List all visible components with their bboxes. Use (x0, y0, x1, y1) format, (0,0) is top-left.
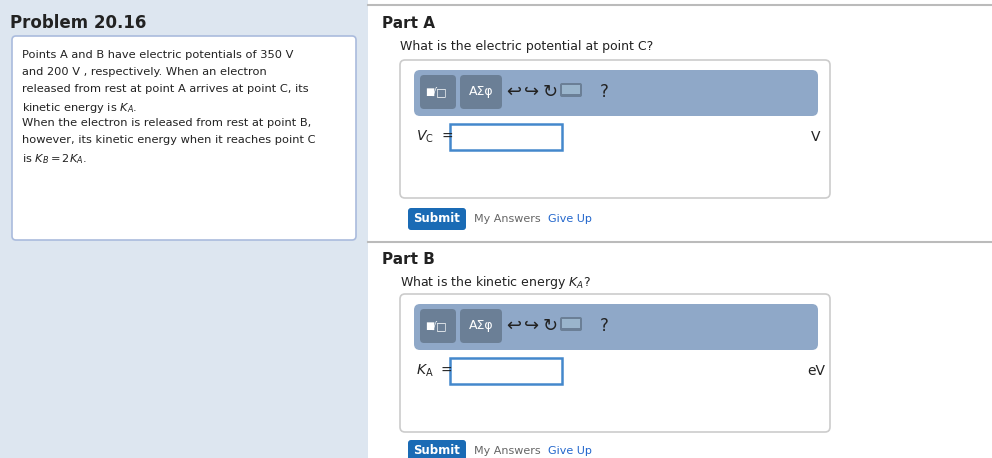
Text: $V_\mathrm{C}$  =: $V_\mathrm{C}$ = (416, 129, 453, 145)
Text: ↩: ↩ (507, 317, 522, 335)
Bar (562, 319, 580, 328)
Text: ↻: ↻ (543, 83, 558, 101)
FancyBboxPatch shape (414, 304, 818, 350)
Text: released from rest at point A arrives at point C, its: released from rest at point A arrives at… (22, 84, 309, 94)
Text: Points A and B have electric potentials of 350 V: Points A and B have electric potentials … (22, 50, 294, 60)
Text: √□: √□ (430, 87, 446, 98)
Text: ↻: ↻ (543, 317, 558, 335)
Text: and 200 V , respectively. When an electron: and 200 V , respectively. When an electr… (22, 67, 267, 77)
Bar (562, 85, 580, 94)
Text: Part A: Part A (382, 16, 435, 31)
Text: Problem 20.16: Problem 20.16 (10, 14, 147, 32)
FancyBboxPatch shape (420, 75, 456, 109)
Text: eV: eV (807, 364, 825, 378)
Text: is $K_B = 2K_A$.: is $K_B = 2K_A$. (22, 152, 86, 166)
Text: ↪: ↪ (525, 83, 540, 101)
FancyBboxPatch shape (460, 309, 502, 343)
Text: My Answers: My Answers (474, 214, 541, 224)
FancyBboxPatch shape (408, 208, 466, 230)
Bar (0, 0, 368, 458)
Text: ■: ■ (426, 321, 434, 331)
Text: AΣφ: AΣφ (468, 320, 493, 333)
Text: kinetic energy is $K_A$.: kinetic energy is $K_A$. (22, 101, 137, 115)
FancyBboxPatch shape (400, 294, 830, 432)
Text: ↩: ↩ (507, 83, 522, 101)
Text: √□: √□ (430, 321, 446, 332)
FancyBboxPatch shape (400, 60, 830, 198)
Bar (450, 124, 562, 150)
FancyBboxPatch shape (460, 75, 502, 109)
Text: however, its kinetic energy when it reaches point C: however, its kinetic energy when it reac… (22, 135, 315, 145)
Text: V: V (811, 130, 820, 144)
Text: AΣφ: AΣφ (468, 86, 493, 98)
Text: $K_\mathrm{A}$  =: $K_\mathrm{A}$ = (416, 363, 453, 379)
Text: Give Up: Give Up (548, 214, 592, 224)
Text: Give Up: Give Up (548, 446, 592, 456)
FancyBboxPatch shape (560, 317, 582, 331)
FancyBboxPatch shape (408, 440, 466, 458)
Bar (368, 0, 992, 458)
Text: ■: ■ (426, 87, 434, 97)
Text: Submit: Submit (414, 445, 460, 458)
Text: ?: ? (599, 83, 608, 101)
FancyBboxPatch shape (414, 70, 818, 116)
FancyBboxPatch shape (420, 309, 456, 343)
Text: ↪: ↪ (525, 317, 540, 335)
Text: What is the electric potential at point C?: What is the electric potential at point … (400, 40, 654, 53)
Text: When the electron is released from rest at point B,: When the electron is released from rest … (22, 118, 311, 128)
FancyBboxPatch shape (12, 36, 356, 240)
Text: My Answers: My Answers (474, 446, 541, 456)
Text: Submit: Submit (414, 213, 460, 225)
Text: Part B: Part B (382, 252, 434, 267)
FancyBboxPatch shape (560, 83, 582, 97)
Bar (450, 358, 562, 384)
Text: ?: ? (599, 317, 608, 335)
Text: What is the kinetic energy $K_A$?: What is the kinetic energy $K_A$? (400, 274, 591, 291)
